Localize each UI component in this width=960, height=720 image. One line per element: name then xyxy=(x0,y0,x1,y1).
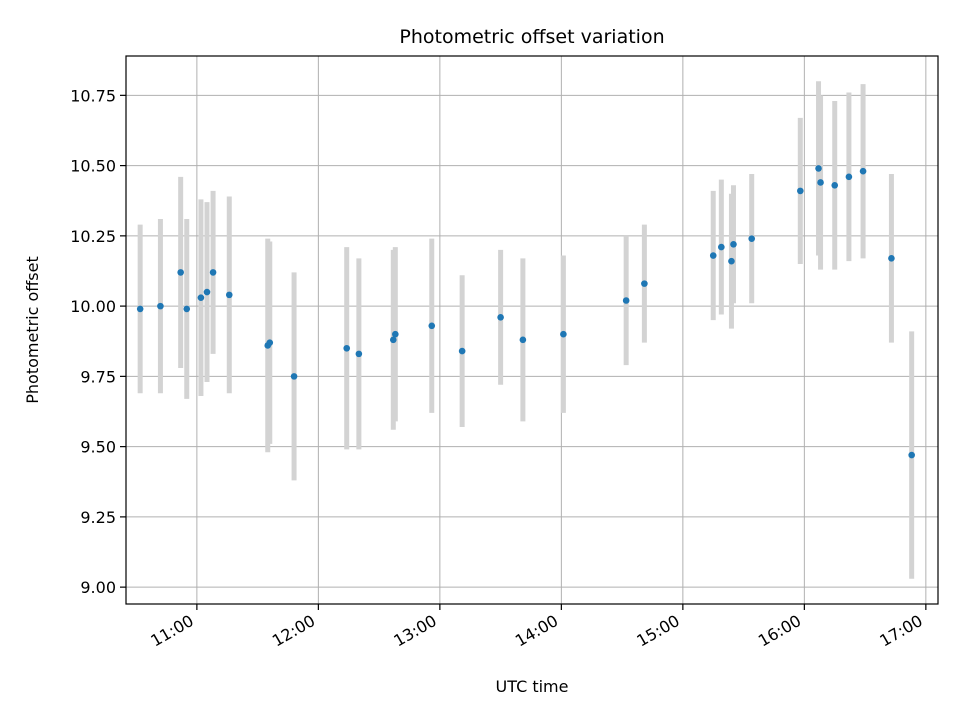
error-bars xyxy=(137,81,915,579)
x-tick-label: 14:00 xyxy=(512,611,561,651)
data-point xyxy=(157,302,164,310)
data-point xyxy=(641,280,648,287)
data-point xyxy=(392,330,399,338)
data-point xyxy=(718,243,725,251)
y-tick-label: 10.25 xyxy=(70,227,116,246)
data-point xyxy=(197,294,205,301)
x-axis: 11:00 12:00 13:00 14:00 15:00 16:00 17:00 xyxy=(147,604,927,651)
data-point xyxy=(177,269,184,276)
y-tick-label: 9.75 xyxy=(80,367,116,386)
data-point xyxy=(709,252,717,259)
data-point xyxy=(845,173,853,181)
data-point xyxy=(728,257,735,265)
x-tick-label: 11:00 xyxy=(147,611,196,651)
data-point xyxy=(225,291,233,299)
data-point xyxy=(622,297,630,304)
y-tick-label: 10.75 xyxy=(70,86,116,105)
plot-area-frame xyxy=(125,55,939,605)
y-tick-label: 9.00 xyxy=(80,578,116,597)
data-point xyxy=(458,347,466,355)
data-point xyxy=(831,181,839,189)
x-tick-label: 16:00 xyxy=(755,611,804,651)
data-point xyxy=(815,165,822,172)
x-tick-label: 15:00 xyxy=(633,611,682,651)
data-point xyxy=(908,451,915,459)
data-point xyxy=(343,344,351,352)
data-point xyxy=(859,167,867,175)
data-point xyxy=(290,373,298,380)
data-point xyxy=(560,330,567,338)
y-tick-label: 10.50 xyxy=(70,157,116,176)
x-tick-label: 12:00 xyxy=(269,611,318,651)
data-point xyxy=(730,240,737,248)
chart-title: Photometric offset variation xyxy=(399,26,664,48)
data-points xyxy=(136,165,915,459)
y-tick-label: 9.25 xyxy=(80,508,116,527)
data-point xyxy=(797,187,804,195)
y-axis: 9.00 9.25 9.50 9.75 10.00 10.25 10.50 10.75 xyxy=(70,86,126,597)
data-point xyxy=(183,305,191,313)
data-point xyxy=(203,288,211,296)
data-point xyxy=(748,235,756,242)
data-point xyxy=(817,179,824,186)
x-tick-label: 13:00 xyxy=(390,611,439,651)
data-point xyxy=(136,305,144,313)
x-axis-title: UTC time xyxy=(496,677,569,696)
x-tick-label: 17:00 xyxy=(876,611,925,651)
data-point xyxy=(428,322,436,330)
data-point xyxy=(266,339,274,346)
y-axis-title: Photometric offset xyxy=(23,256,42,404)
data-point xyxy=(888,255,895,262)
data-point xyxy=(497,314,504,321)
data-point xyxy=(209,269,217,276)
y-tick-label: 10.00 xyxy=(70,297,116,316)
data-point xyxy=(355,350,363,358)
y-tick-label: 9.50 xyxy=(80,438,116,457)
data-point xyxy=(519,336,527,344)
data-point xyxy=(389,336,397,344)
